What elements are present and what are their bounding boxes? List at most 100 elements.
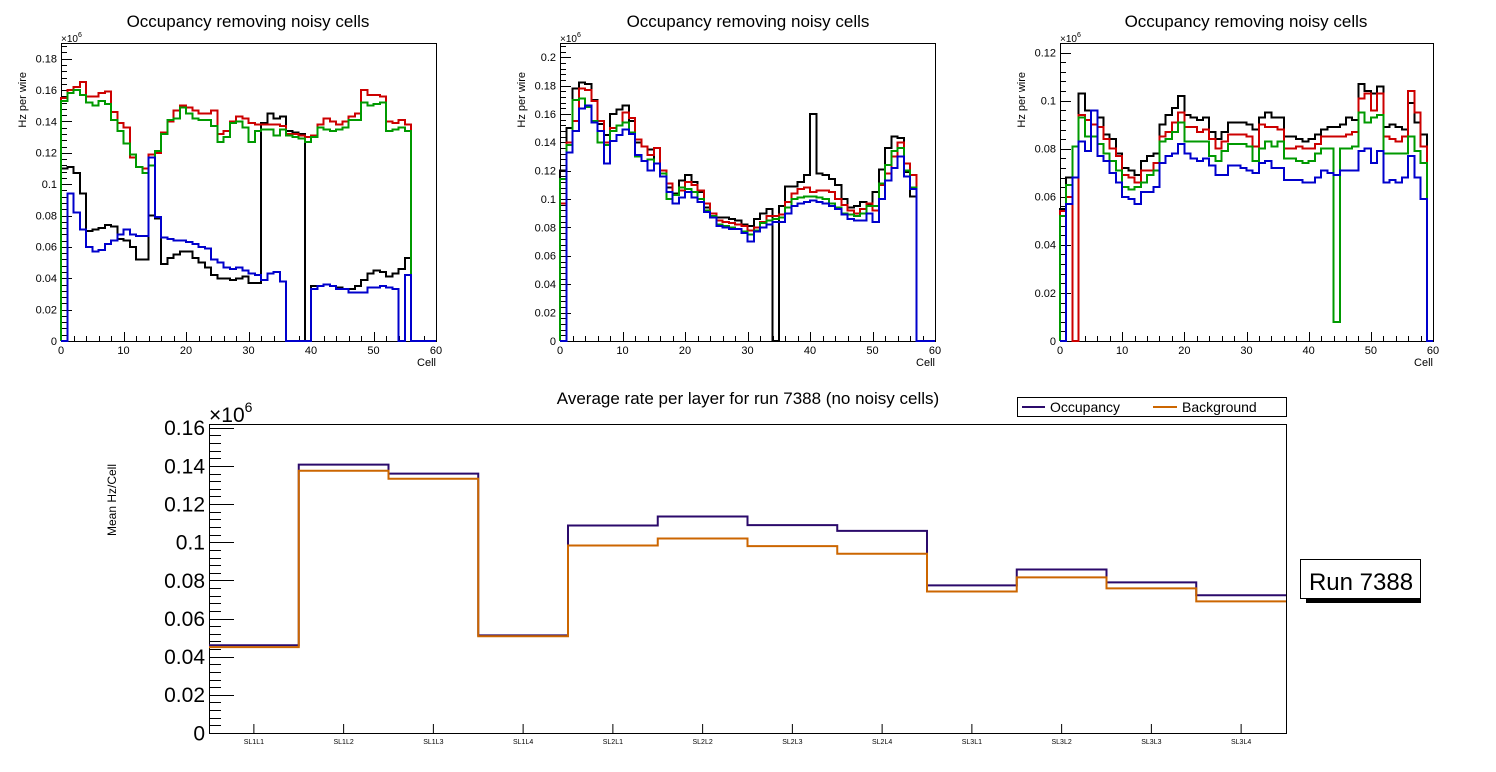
y-multiplier: ×106 bbox=[560, 32, 581, 45]
x-tick-label: 50 bbox=[1365, 345, 1377, 357]
y-tick-label: 0.08 bbox=[36, 210, 57, 222]
x-tick-label: 60 bbox=[1427, 345, 1439, 357]
x-axis-label: Cell bbox=[417, 357, 436, 369]
y-multiplier: ×106 bbox=[1060, 32, 1081, 45]
run-label: Run 7388 bbox=[1309, 569, 1413, 596]
series-blue-line bbox=[1060, 109, 1433, 342]
chart-title: Occupancy removing noisy cells bbox=[627, 12, 870, 31]
x-tick-label: SL2L3 bbox=[782, 739, 802, 746]
y-tick-label: 0.18 bbox=[36, 54, 57, 66]
x-tick-label: SL2L2 bbox=[693, 739, 713, 746]
x-tick-label: 40 bbox=[1303, 345, 1315, 357]
y-tick-label: 0.12 bbox=[535, 166, 556, 178]
multiplier-base: ×10 bbox=[560, 34, 577, 45]
y-axis-label: Hz per wire bbox=[516, 72, 528, 128]
y-tick-label: 0.12 bbox=[36, 148, 57, 160]
x-tick-label: 30 bbox=[741, 345, 753, 357]
multiplier-base: ×10 bbox=[209, 404, 245, 427]
y-tick-label: 0.16 bbox=[535, 109, 556, 121]
legend-label-occupancy: Occupancy bbox=[1050, 399, 1120, 415]
y-axis-label: Hz per wire bbox=[17, 72, 29, 128]
x-tick-label: SL1L3 bbox=[423, 739, 443, 746]
run-box bbox=[1300, 559, 1421, 599]
multiplier-base: ×10 bbox=[1060, 34, 1077, 45]
y-multiplier: ×106 bbox=[61, 32, 82, 45]
y-tick-label: 0.08 bbox=[535, 222, 556, 234]
x-tick-label: 0 bbox=[557, 345, 563, 357]
y-tick-label: 0 bbox=[193, 722, 205, 745]
x-tick-label: SL3L2 bbox=[1052, 739, 1072, 746]
x-tick-label: SL3L3 bbox=[1141, 739, 1161, 746]
multiplier-exp: 6 bbox=[577, 32, 581, 39]
y-tick-label: 0.08 bbox=[164, 570, 205, 593]
x-tick-label: SL1L1 bbox=[244, 739, 264, 746]
y-tick-label: 0.04 bbox=[535, 279, 556, 291]
x-tick-label: 10 bbox=[1116, 345, 1128, 357]
series-black-line bbox=[60, 112, 436, 342]
y-tick-label: 0.06 bbox=[164, 608, 205, 631]
y-axis-label: Hz per wire bbox=[1016, 72, 1028, 128]
x-tick-label: 20 bbox=[679, 345, 691, 357]
y-tick-label: 0.1 bbox=[541, 194, 556, 206]
run-box-shadow bbox=[1306, 598, 1421, 603]
y-tick-label: 0.02 bbox=[36, 304, 57, 316]
panel-cell-occupancy-3: Occupancy removing noisy cells Hz per wi… bbox=[1016, 12, 1439, 369]
y-axis-label: Mean Hz/Cell bbox=[105, 464, 119, 536]
y-tick-label: 0.16 bbox=[164, 417, 205, 440]
y-tick-label: 0.02 bbox=[1035, 288, 1056, 300]
x-tick-label: 50 bbox=[866, 345, 878, 357]
x-tick-label: 50 bbox=[367, 345, 379, 357]
y-tick-label: 0.06 bbox=[535, 251, 556, 263]
y-tick-label: 0.18 bbox=[535, 80, 556, 92]
x-tick-label: 30 bbox=[1240, 345, 1252, 357]
legend: Occupancy Background bbox=[1017, 397, 1287, 417]
y-tick-label: 0.1 bbox=[1041, 96, 1056, 108]
y-tick-label: 0.14 bbox=[36, 116, 57, 128]
y-tick-label: 0.04 bbox=[1035, 240, 1056, 252]
y-tick-label: 0 bbox=[550, 336, 556, 348]
x-tick-label: 10 bbox=[616, 345, 628, 357]
x-axis-label: Cell bbox=[916, 357, 935, 369]
x-tick-label: 20 bbox=[1178, 345, 1190, 357]
y-tick-label: 0.14 bbox=[535, 137, 556, 149]
y-tick-label: 0.06 bbox=[36, 242, 57, 254]
x-tick-label: 10 bbox=[117, 345, 129, 357]
x-tick-label: 0 bbox=[58, 345, 64, 357]
chart-title: Occupancy removing noisy cells bbox=[1125, 12, 1368, 31]
x-tick-label: SL3L4 bbox=[1231, 739, 1251, 746]
y-tick-label: 0.02 bbox=[535, 307, 556, 319]
x-tick-label: SL2L4 bbox=[872, 739, 892, 746]
series-background-line bbox=[209, 469, 1286, 649]
plot-frame bbox=[209, 424, 1287, 734]
panel-cell-occupancy-2: Occupancy removing noisy cells Hz per wi… bbox=[516, 12, 941, 369]
panel-cell-occupancy-1: Occupancy removing noisy cells Hz per wi… bbox=[17, 12, 442, 369]
y-tick-label: 0.14 bbox=[164, 455, 205, 478]
series-blue-line bbox=[61, 156, 436, 342]
plot-frame bbox=[1060, 43, 1434, 342]
y-multiplier: ×106 bbox=[209, 399, 253, 427]
y-tick-label: 0.06 bbox=[1035, 192, 1056, 204]
x-tick-label: 30 bbox=[242, 345, 254, 357]
multiplier-exp: 6 bbox=[245, 399, 253, 415]
y-tick-label: 0.04 bbox=[164, 646, 205, 669]
y-tick-label: 0.04 bbox=[36, 273, 57, 285]
chart-title: Average rate per layer for run 7388 (no … bbox=[557, 389, 939, 408]
x-axis-label: Cell bbox=[1414, 357, 1433, 369]
x-tick-label: SL2L1 bbox=[603, 739, 623, 746]
series-red-line bbox=[1059, 90, 1433, 342]
multiplier-exp: 6 bbox=[1077, 32, 1081, 39]
multiplier-exp: 6 bbox=[78, 32, 82, 39]
panel-layer-average: Average rate per layer for run 7388 (no … bbox=[105, 389, 1421, 746]
y-tick-label: 0.1 bbox=[42, 179, 57, 191]
y-tick-label: 0 bbox=[1050, 336, 1056, 348]
x-tick-label: 20 bbox=[180, 345, 192, 357]
legend-label-background: Background bbox=[1182, 399, 1257, 415]
y-tick-label: 0.02 bbox=[164, 684, 205, 707]
series-red-line bbox=[60, 81, 436, 342]
y-tick-label: 0 bbox=[51, 336, 57, 348]
multiplier-base: ×10 bbox=[61, 34, 78, 45]
y-tick-label: 0.12 bbox=[164, 493, 205, 516]
x-tick-label: 60 bbox=[929, 345, 941, 357]
y-tick-label: 0.2 bbox=[541, 52, 556, 64]
